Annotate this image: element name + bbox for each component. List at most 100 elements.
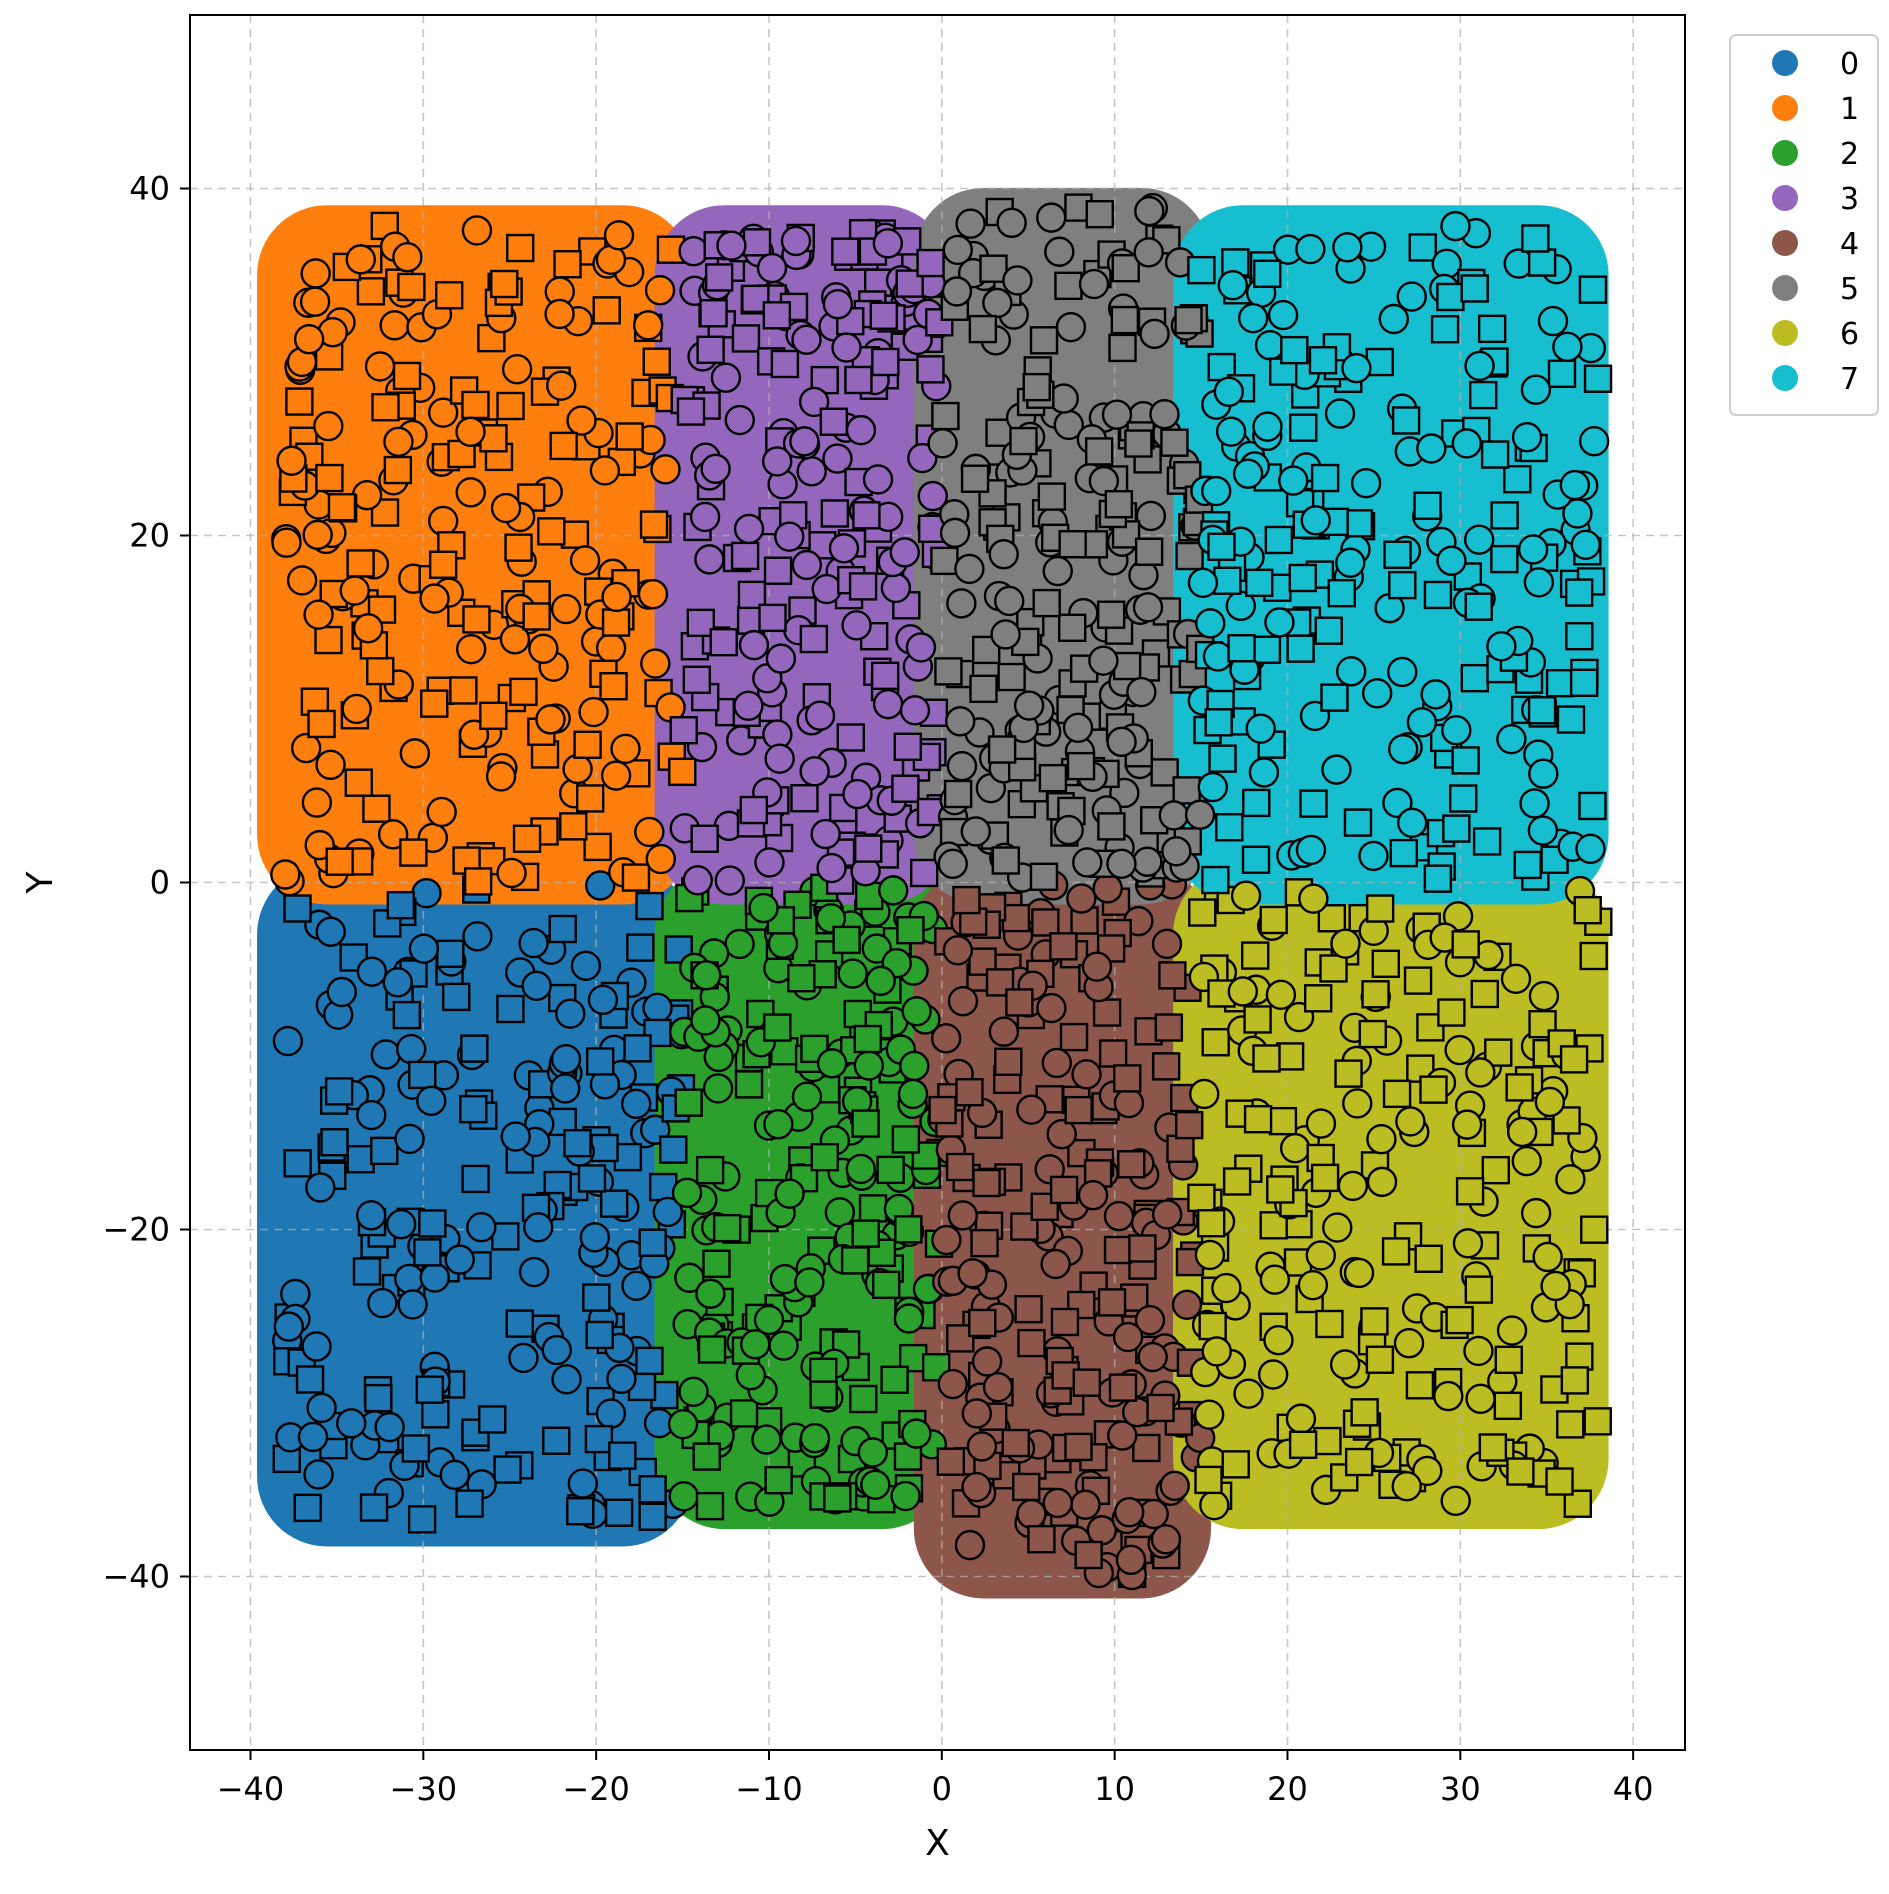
data-point-cluster-2 xyxy=(878,875,909,906)
data-point-cluster-1 xyxy=(668,757,697,787)
data-point-cluster-1 xyxy=(399,738,431,769)
data-point-cluster-1 xyxy=(583,832,612,862)
data-point-cluster-2 xyxy=(695,1491,725,1521)
data-point-cluster-3 xyxy=(872,228,904,259)
data-point-cluster-0 xyxy=(595,1398,627,1429)
data-point-cluster-5 xyxy=(1132,846,1163,877)
data-point-cluster-4 xyxy=(1166,1134,1195,1163)
data-point-cluster-0 xyxy=(370,1039,402,1070)
data-point-cluster-1 xyxy=(599,671,628,701)
legend-marker-2 xyxy=(1772,140,1798,166)
data-point-cluster-6 xyxy=(1532,1241,1563,1273)
data-point-cluster-4 xyxy=(947,986,979,1017)
data-point-cluster-4 xyxy=(1081,951,1113,982)
data-point-cluster-3 xyxy=(907,442,938,474)
data-point-cluster-6 xyxy=(1478,1433,1508,1462)
data-point-cluster-4 xyxy=(1050,1307,1080,1337)
data-point-cluster-1 xyxy=(592,296,621,325)
data-point-cluster-1 xyxy=(560,520,590,549)
data-point-cluster-6 xyxy=(1268,1106,1298,1136)
data-point-cluster-1 xyxy=(325,847,354,876)
data-point-cluster-2 xyxy=(724,928,755,960)
data-point-cluster-7 xyxy=(1449,784,1478,813)
data-point-cluster-5 xyxy=(1097,812,1126,841)
data-point-cluster-7 xyxy=(1389,838,1419,868)
data-point-cluster-3 xyxy=(763,556,793,585)
data-point-cluster-1 xyxy=(601,581,632,613)
data-point-cluster-1 xyxy=(578,696,609,728)
data-point-cluster-5 xyxy=(934,657,963,686)
data-point-cluster-5 xyxy=(1175,541,1204,571)
data-point-cluster-3 xyxy=(700,453,731,484)
data-point-cluster-3 xyxy=(669,716,698,745)
data-point-cluster-6 xyxy=(1201,1336,1232,1367)
data-point-cluster-1 xyxy=(537,517,566,546)
data-point-cluster-0 xyxy=(301,1331,332,1362)
data-point-cluster-2 xyxy=(896,915,925,945)
data-point-cluster-3 xyxy=(741,284,770,314)
data-point-cluster-5 xyxy=(1036,202,1067,233)
data-point-cluster-6 xyxy=(1187,1183,1216,1213)
data-point-cluster-0 xyxy=(638,1502,667,1531)
data-point-cluster-5 xyxy=(1029,326,1059,355)
data-point-cluster-6 xyxy=(1358,1019,1387,1049)
data-point-cluster-1 xyxy=(370,211,400,241)
data-point-cluster-1 xyxy=(327,493,357,522)
data-point-cluster-3 xyxy=(842,778,873,810)
data-point-cluster-3 xyxy=(686,608,716,638)
data-point-cluster-5 xyxy=(979,254,1008,283)
data-point-cluster-5 xyxy=(946,750,978,782)
data-point-cluster-6 xyxy=(1452,1228,1484,1259)
data-point-cluster-0 xyxy=(336,1408,367,1439)
data-point-cluster-6 xyxy=(1303,984,1333,1013)
x-tick-label: −30 xyxy=(390,1770,458,1808)
data-point-cluster-1 xyxy=(528,633,559,664)
data-point-cluster-5 xyxy=(1029,862,1059,891)
data-point-cluster-6 xyxy=(1365,894,1395,923)
data-point-cluster-5 xyxy=(1078,268,1110,300)
data-point-cluster-0 xyxy=(478,1405,507,1434)
data-point-cluster-6 xyxy=(1366,1124,1397,1155)
data-point-cluster-6 xyxy=(1528,980,1560,1012)
data-point-cluster-5 xyxy=(1002,265,1033,296)
legend-label-3: 3 xyxy=(1840,182,1859,217)
data-point-cluster-2 xyxy=(735,1360,766,1391)
data-point-cluster-6 xyxy=(1243,1005,1272,1034)
data-point-cluster-2 xyxy=(674,1088,703,1117)
data-point-cluster-1 xyxy=(621,863,651,892)
data-point-cluster-1 xyxy=(573,730,602,759)
data-point-cluster-3 xyxy=(917,480,948,512)
data-point-cluster-2 xyxy=(851,1219,880,1248)
legend-label-6: 6 xyxy=(1840,317,1859,352)
data-point-cluster-2 xyxy=(712,1213,742,1243)
data-point-cluster-3 xyxy=(899,695,931,726)
data-point-cluster-6 xyxy=(1329,1349,1361,1380)
data-point-cluster-2 xyxy=(740,1329,771,1360)
data-point-cluster-0 xyxy=(461,1164,490,1194)
data-point-cluster-5 xyxy=(1042,555,1073,587)
data-point-cluster-7 xyxy=(1321,754,1352,785)
legend-marker-4 xyxy=(1772,230,1798,256)
data-point-cluster-4 xyxy=(1064,1432,1093,1462)
y-tick-label: 40 xyxy=(129,170,170,208)
data-point-cluster-7 xyxy=(1463,524,1495,555)
data-point-cluster-3 xyxy=(780,225,812,257)
data-point-cluster-6 xyxy=(1342,1088,1373,1119)
y-tick-label: 0 xyxy=(150,864,170,902)
data-point-cluster-7 xyxy=(1387,656,1418,688)
data-point-cluster-5 xyxy=(1032,588,1061,618)
data-point-cluster-3 xyxy=(756,252,788,284)
data-point-cluster-3 xyxy=(709,628,738,657)
data-point-cluster-0 xyxy=(401,1434,431,1463)
data-point-cluster-0 xyxy=(542,1426,571,1455)
data-point-cluster-2 xyxy=(697,1335,727,1364)
data-point-cluster-5 xyxy=(968,314,998,344)
data-point-cluster-4 xyxy=(1128,1234,1157,1263)
data-point-cluster-6 xyxy=(1259,1264,1291,1295)
cluster-area-0 xyxy=(257,864,693,1547)
data-point-cluster-6 xyxy=(1196,1209,1226,1238)
data-point-cluster-6 xyxy=(1505,1073,1534,1102)
data-point-cluster-2 xyxy=(787,963,816,993)
data-point-cluster-6 xyxy=(1199,1489,1230,1521)
data-point-cluster-4 xyxy=(1001,1428,1030,1458)
